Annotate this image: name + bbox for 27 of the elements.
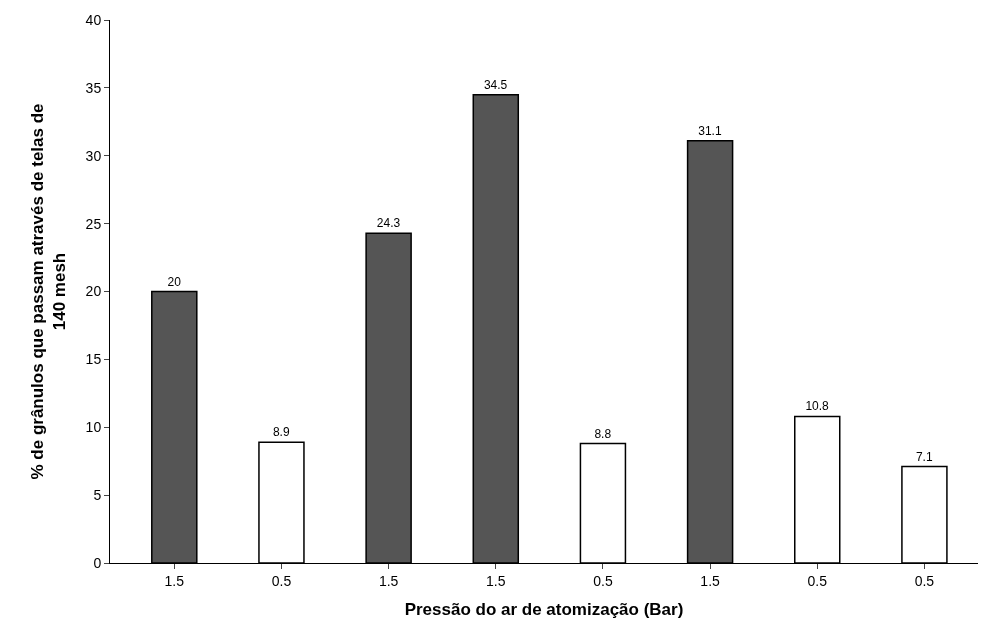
y-tick-label: 25 — [85, 215, 102, 232]
y-tick-label: 5 — [93, 487, 102, 504]
x-tick-label: 0.5 — [807, 572, 828, 589]
x-tick-label: 1.5 — [486, 572, 506, 589]
x-tick-label: 0.5 — [914, 572, 935, 589]
y-tick-label: 10 — [85, 419, 102, 436]
y-tick-label: 40 — [85, 11, 102, 28]
x-tick-label: 1.5 — [378, 572, 399, 589]
y-tick-label: 0 — [93, 554, 102, 571]
x-tick-label: 0.5 — [593, 572, 613, 589]
data-label: 31.1 — [698, 123, 722, 138]
data-label: 8.9 — [272, 425, 290, 440]
x-tick-label: 0.5 — [271, 572, 292, 589]
data-label: 34.5 — [483, 77, 508, 92]
y-tick-label: 20 — [85, 283, 102, 300]
data-label: 24.3 — [376, 216, 401, 231]
x-axis-title: Pressão do ar de atomização (Bar) — [404, 600, 684, 620]
x-tick-label: 1.5 — [164, 572, 185, 589]
data-label: 7.1 — [915, 449, 933, 464]
data-label: 10.8 — [805, 399, 830, 414]
y-tick-label: 15 — [85, 351, 102, 368]
y-tick-label: 30 — [85, 147, 102, 164]
y-axis-title: % de grânulos que passam através de telas de 140 mesh — [28, 103, 70, 480]
data-label: 20 — [167, 274, 182, 289]
x-tick-label: 1.5 — [700, 572, 721, 589]
data-label: 8.8 — [594, 426, 612, 441]
y-tick-label: 35 — [85, 79, 102, 96]
